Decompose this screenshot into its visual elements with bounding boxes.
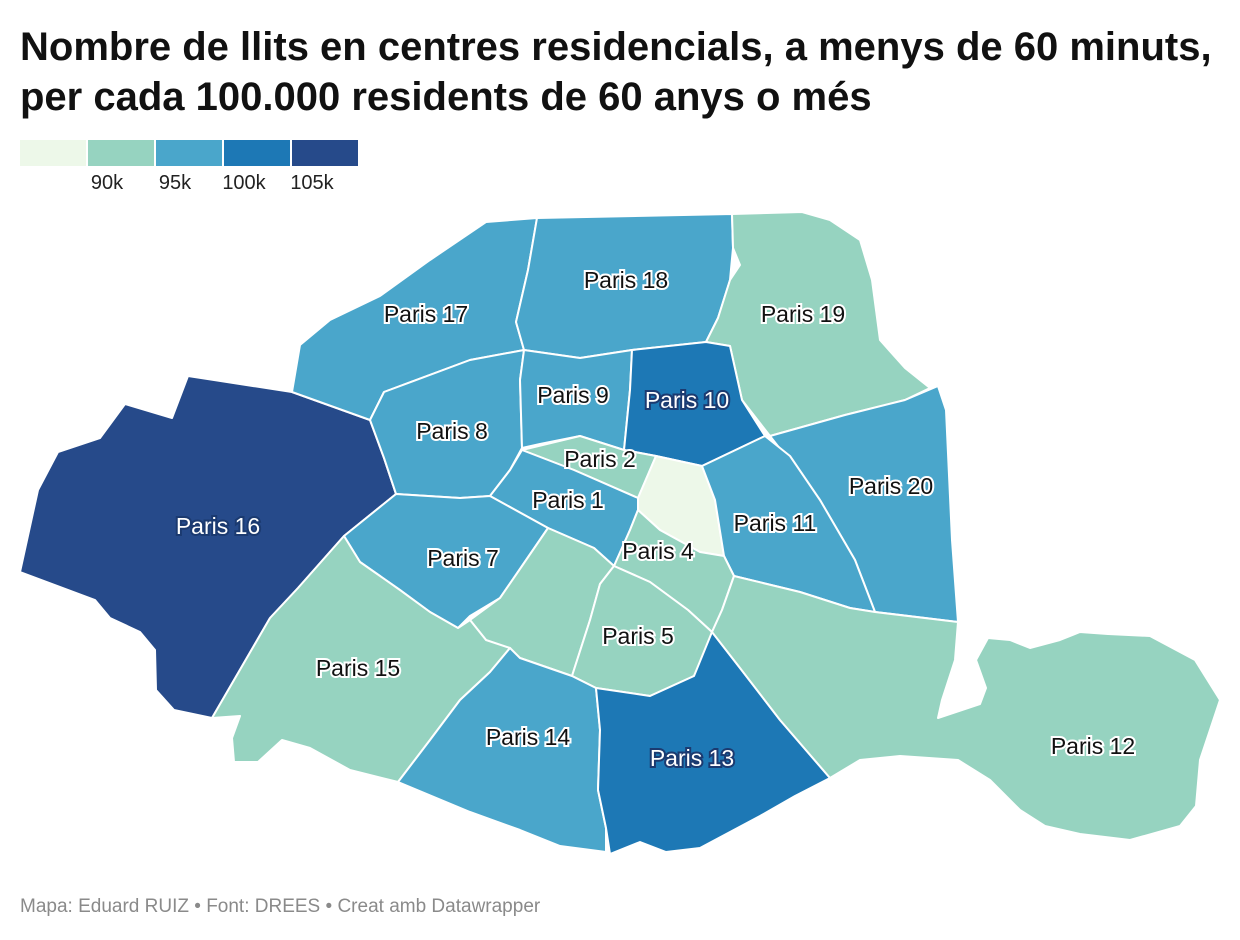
chart-title: Nombre de llits en centres residencials,…: [20, 25, 1212, 119]
district-label-15: Paris 15: [316, 655, 400, 681]
legend-swatch-2: [88, 140, 154, 166]
legend-tick-95k: 95k: [158, 172, 192, 194]
color-legend: 90k 95k 100k 105k: [20, 140, 360, 196]
legend-tick-100k: 100k: [222, 172, 266, 194]
legend-tick-90k: 90k: [90, 172, 124, 194]
district-label-16: Paris 16: [176, 513, 260, 539]
district-label-11: Paris 11: [734, 510, 817, 536]
legend-color-bar: [20, 140, 360, 166]
district-label-1: Paris 1: [532, 487, 604, 513]
district-label-10: Paris 10: [645, 387, 729, 413]
district-label-19: Paris 19: [761, 301, 845, 327]
district-label-5: Paris 5: [602, 623, 674, 649]
district-label-13: Paris 13: [650, 745, 734, 771]
source-credit: Font: DREES: [206, 896, 321, 917]
legend-swatch-5: [292, 140, 358, 166]
legend-swatch-4: [224, 140, 290, 166]
district-label-17: Paris 17: [384, 301, 468, 327]
district-12[interactable]: [711, 575, 1221, 841]
district-label-9: Paris 9: [537, 382, 609, 408]
datawrapper-link[interactable]: Creat amb Datawrapper: [337, 896, 541, 917]
footer-separator: •: [325, 896, 333, 917]
district-label-7: Paris 7: [427, 545, 499, 571]
footer-separator: •: [194, 896, 201, 917]
district-label-12: Paris 12: [1051, 733, 1135, 759]
map-credit: Mapa: Eduard RUIZ: [20, 896, 189, 917]
legend-swatch-1: [20, 140, 86, 166]
district-13[interactable]: [595, 631, 831, 855]
paris-map: Paris 16 Paris 17 Paris 18 Paris 19 Pari…: [19, 211, 1221, 855]
legend-tick-105k: 105k: [290, 172, 334, 194]
district-label-8: Paris 8: [416, 418, 488, 444]
district-label-20: Paris 20: [849, 473, 933, 499]
district-label-14: Paris 14: [486, 724, 571, 750]
footer-credits: Mapa: Eduard RUIZ • Font: DREES • Creat …: [20, 896, 540, 918]
legend-ticks: 90k 95k 100k 105k: [20, 166, 360, 196]
district-label-2: Paris 2: [564, 446, 636, 472]
legend-swatch-3: [156, 140, 222, 166]
district-label-4: Paris 4: [622, 538, 694, 564]
district-label-18: Paris 18: [584, 267, 668, 293]
